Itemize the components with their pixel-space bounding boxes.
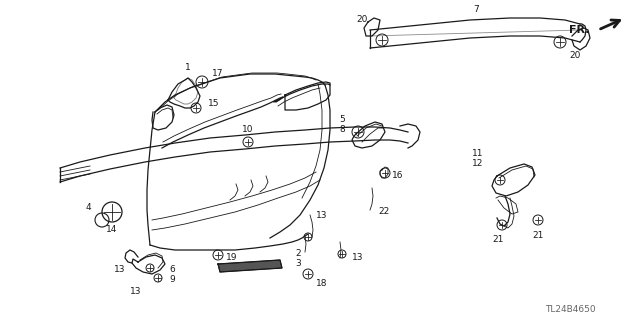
Text: 17: 17 bbox=[212, 70, 224, 78]
Text: 11: 11 bbox=[472, 150, 484, 159]
Text: 21: 21 bbox=[492, 235, 504, 244]
Text: 3: 3 bbox=[295, 258, 301, 268]
Text: 21: 21 bbox=[532, 232, 544, 241]
Text: 14: 14 bbox=[106, 226, 118, 234]
Text: 12: 12 bbox=[472, 160, 484, 168]
Text: 13: 13 bbox=[131, 287, 141, 296]
Text: FR.: FR. bbox=[570, 25, 590, 35]
Text: 2: 2 bbox=[295, 249, 301, 258]
Text: 22: 22 bbox=[378, 207, 390, 217]
Text: 16: 16 bbox=[392, 172, 404, 181]
Text: 13: 13 bbox=[352, 254, 364, 263]
Text: 4: 4 bbox=[85, 204, 91, 212]
Text: TL24B4650: TL24B4650 bbox=[545, 305, 596, 314]
Text: 10: 10 bbox=[243, 125, 253, 135]
Text: 19: 19 bbox=[227, 254, 237, 263]
Text: 8: 8 bbox=[339, 125, 345, 135]
Text: 13: 13 bbox=[316, 211, 328, 220]
Text: 7: 7 bbox=[473, 5, 479, 14]
Polygon shape bbox=[218, 260, 282, 272]
Text: 9: 9 bbox=[169, 276, 175, 285]
Text: 18: 18 bbox=[316, 279, 328, 288]
Text: 1: 1 bbox=[185, 63, 191, 72]
Text: 15: 15 bbox=[208, 100, 220, 108]
Text: 13: 13 bbox=[115, 265, 125, 275]
Text: 6: 6 bbox=[169, 265, 175, 275]
Text: 20: 20 bbox=[356, 16, 368, 25]
Text: 5: 5 bbox=[339, 115, 345, 124]
Text: 20: 20 bbox=[570, 51, 580, 61]
